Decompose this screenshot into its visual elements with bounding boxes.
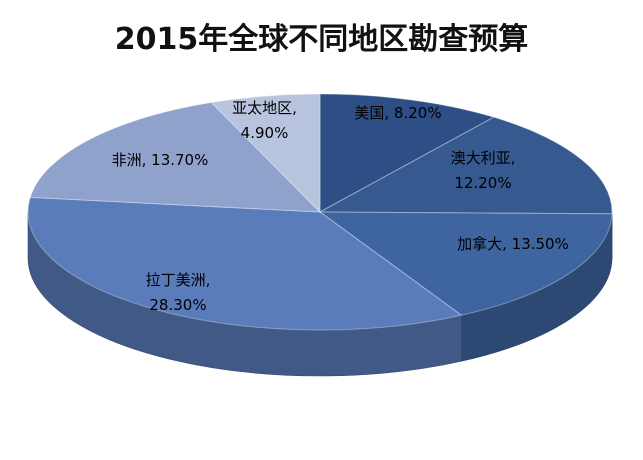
slice	[29, 101, 322, 213]
slice	[318, 211, 613, 316]
chart-title: 2015年全球不同地区勘查预算	[114, 22, 529, 57]
data-label: 非洲, 13.70%	[111, 151, 209, 169]
data-label: 拉丁美洲, 28.30%	[145, 271, 211, 314]
slice	[319, 93, 496, 213]
data-label: 澳大利亚, 12.20%	[450, 149, 516, 192]
slice	[318, 116, 613, 215]
data-label: 美国, 8.20%	[354, 104, 442, 122]
data-label: 亚太地区, 4.90%	[232, 99, 297, 142]
slice	[27, 196, 463, 331]
data-label: 加拿大, 13.50%	[457, 235, 569, 253]
slice	[210, 93, 321, 214]
